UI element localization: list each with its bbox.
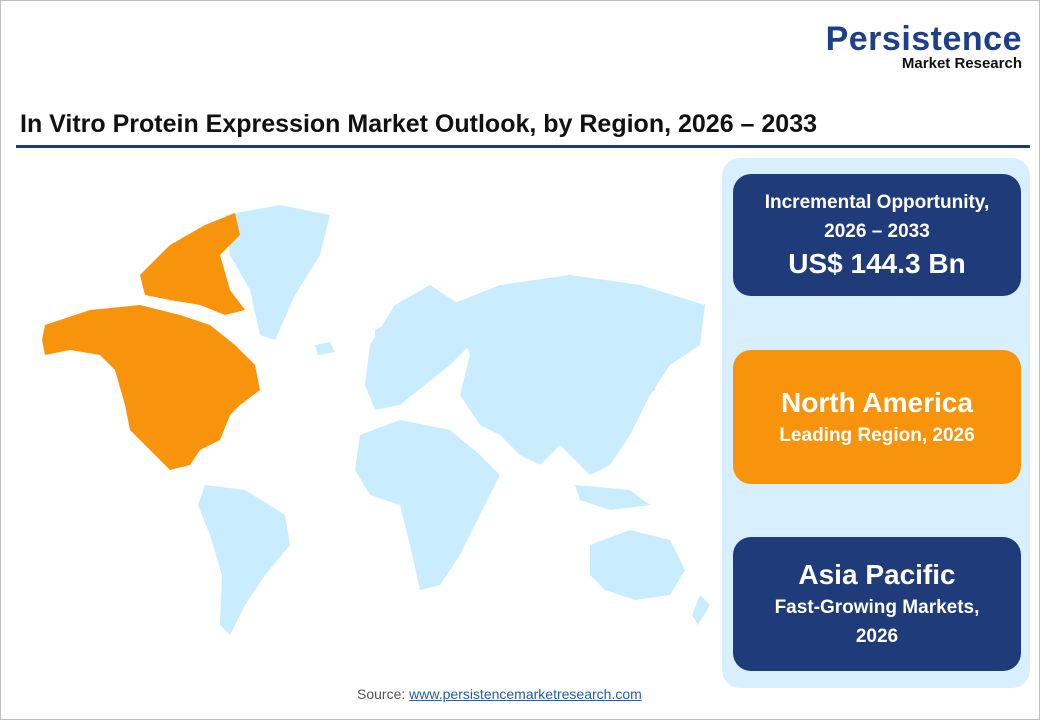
card-label: Incremental Opportunity,: [764, 192, 990, 213]
page-title: In Vitro Protein Expression Market Outlo…: [20, 110, 818, 138]
new-zealand: [692, 595, 710, 625]
title-divider: [16, 145, 1030, 148]
japan: [642, 345, 662, 400]
card-heading: North America: [781, 386, 973, 418]
southeast-asia: [575, 485, 650, 510]
australia: [590, 530, 685, 600]
uk: [375, 325, 388, 353]
asia: [450, 275, 705, 475]
other-regions: [198, 205, 710, 635]
africa: [355, 420, 500, 590]
north-america: [42, 305, 260, 470]
card-sub: Leading Region, 2026: [779, 424, 975, 446]
logo-brand: Persistence: [825, 20, 1022, 58]
card-period: 2026 – 2033: [824, 221, 930, 242]
iceland: [315, 342, 335, 355]
europe: [365, 285, 470, 410]
leading-region-card: North America Leading Region, 2026: [733, 350, 1021, 484]
source-label: Source:: [357, 686, 410, 702]
north-america-highlight: [42, 213, 260, 470]
canada-arctic: [140, 213, 245, 315]
south-america: [198, 485, 290, 635]
card-sub-year: 2026: [855, 626, 899, 647]
incremental-opportunity-card: Incremental Opportunity, 2026 – 2033 US$…: [733, 174, 1021, 296]
fast-growing-card: Asia Pacific Fast-Growing Markets, 2026: [733, 537, 1021, 671]
card-heading: Asia Pacific: [798, 559, 956, 590]
source-link[interactable]: www.persistencemarketresearch.com: [409, 686, 642, 702]
card-sub: Fast-Growing Markets,: [774, 597, 980, 618]
greenland: [225, 205, 330, 340]
logo: Persistence Market Research: [826, 22, 1022, 72]
world-map: [42, 205, 710, 635]
logo-sub: Market Research: [901, 55, 1022, 72]
source-note: Source: www.persistencemarketresearch.co…: [357, 686, 642, 702]
card-value: US$ 144.3 Bn: [788, 248, 966, 279]
